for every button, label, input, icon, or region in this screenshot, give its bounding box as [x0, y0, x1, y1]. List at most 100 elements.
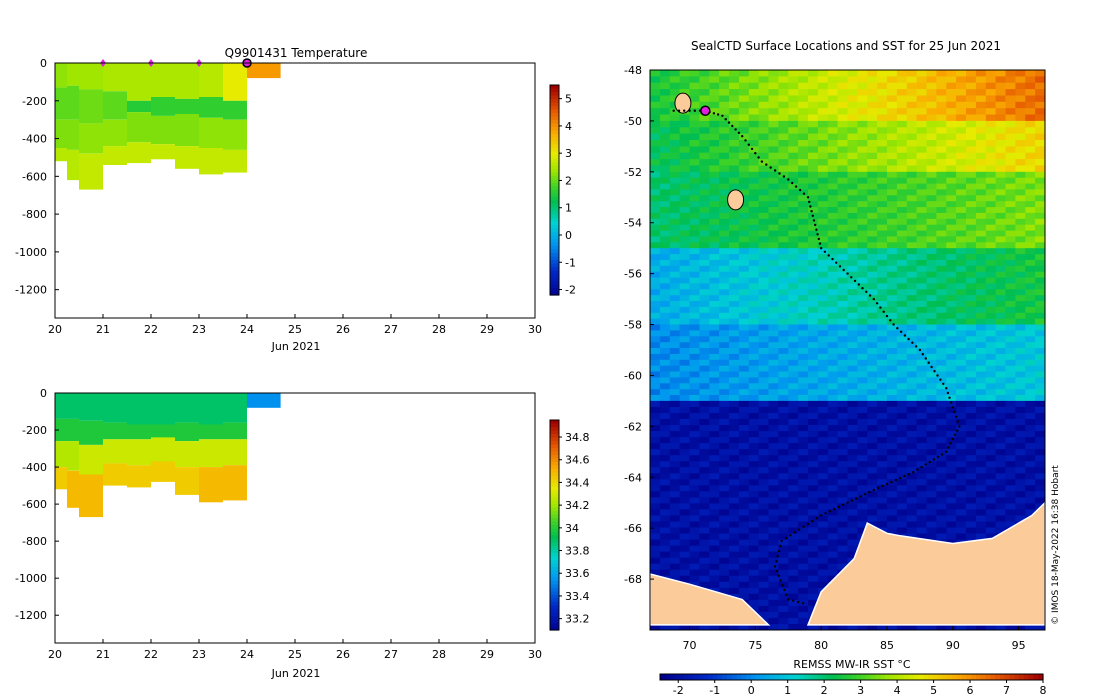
map-y-tick-label: -64 — [624, 471, 642, 484]
sst-cell — [827, 551, 839, 559]
sst-cell — [827, 371, 839, 378]
sst-cell — [975, 383, 987, 390]
sst-cell — [1005, 318, 1016, 326]
sst-cell — [867, 395, 878, 402]
sst-cell — [1035, 201, 1045, 208]
sst-cell — [709, 127, 720, 135]
sst-cell — [1025, 342, 1036, 349]
sst-cell — [738, 348, 750, 355]
sst-cell — [1005, 312, 1016, 320]
sst-cell — [659, 277, 671, 285]
sst-cell — [650, 467, 661, 474]
sst-cell — [748, 377, 760, 384]
sst-cell — [906, 527, 918, 535]
sst-cell — [788, 400, 799, 408]
sst-cell — [817, 277, 829, 285]
sst-cell — [679, 563, 691, 571]
sst-cell — [679, 140, 691, 147]
sst-cell — [1025, 413, 1036, 420]
track-point — [777, 549, 781, 553]
sst-cell — [679, 551, 691, 559]
sst-cell — [985, 177, 997, 185]
sst-cell — [689, 479, 700, 486]
track-point — [784, 536, 788, 540]
sst-cell — [738, 545, 750, 553]
sst-cell — [659, 224, 671, 232]
sst-cell — [659, 467, 671, 474]
sst-cell — [808, 491, 819, 498]
sst-cell — [1015, 342, 1026, 349]
map-axes-frame — [649, 69, 1046, 631]
sst-cell — [689, 461, 700, 468]
sst-cell — [699, 533, 710, 541]
sst-cell — [768, 324, 779, 331]
sst-cell — [975, 503, 987, 510]
sst-cell — [758, 563, 770, 571]
sst-cell — [887, 177, 898, 185]
sst-cell — [857, 371, 868, 378]
sst-cell — [975, 140, 987, 147]
sst-cell — [798, 563, 809, 571]
sst-cell — [689, 183, 700, 191]
sst-cell — [1015, 353, 1026, 361]
sst-cell — [679, 159, 691, 167]
sst-cell — [1025, 82, 1036, 90]
sst-cell — [877, 509, 888, 516]
sst-cell — [877, 265, 888, 273]
salinity-cell — [79, 444, 103, 475]
sst-cell — [808, 254, 819, 261]
sst-cell — [699, 283, 710, 290]
sst-cell — [709, 545, 720, 553]
salinity-y-tick-label: -400 — [22, 461, 47, 474]
sst-cell — [689, 89, 700, 97]
sst-cell — [778, 127, 789, 135]
sst-cell — [906, 301, 918, 308]
track-point — [727, 121, 731, 124]
sst-cell — [817, 127, 829, 135]
sst-cell — [985, 201, 997, 208]
temperature-title: Q9901431 Temperature — [225, 46, 368, 60]
track-point — [949, 442, 952, 445]
sst-cell — [995, 342, 1007, 349]
temperature-cell — [55, 87, 67, 120]
sst-cell — [847, 70, 858, 77]
sst-cell — [837, 189, 849, 196]
sst-cell — [857, 259, 868, 267]
track-point — [808, 200, 811, 204]
sst-cell — [798, 431, 809, 438]
sst-cell — [669, 527, 681, 535]
sst-cell — [847, 248, 858, 255]
sst-cell — [709, 312, 720, 320]
sst-cell — [738, 342, 750, 349]
sst-cell — [650, 551, 661, 559]
track-point — [820, 247, 823, 250]
sst-cell — [975, 283, 987, 290]
track-point — [775, 569, 779, 573]
sst-cell — [887, 509, 898, 516]
sst-cell — [758, 289, 770, 296]
sst-cell — [956, 431, 967, 438]
sst-cell — [867, 201, 878, 208]
sst-cell — [689, 324, 700, 331]
sst-cell — [788, 259, 799, 267]
sst-cell — [1025, 207, 1036, 214]
sst-cell — [985, 95, 997, 103]
sst-cell — [1015, 437, 1026, 444]
sst-cell — [975, 201, 987, 208]
sst-cell — [788, 207, 799, 214]
sst-cell — [1035, 431, 1045, 438]
sst-cell — [1035, 218, 1045, 226]
sst-cell — [788, 521, 799, 529]
sst-cell — [679, 277, 691, 285]
sst-cell — [788, 312, 799, 320]
track-point — [823, 250, 827, 253]
sst-cell — [857, 120, 868, 128]
sst-cell — [877, 212, 888, 220]
sst-cell — [837, 277, 849, 285]
sst-cell — [867, 114, 878, 122]
map-colorbar-tick: -1 — [709, 684, 720, 697]
sst-cell — [877, 159, 888, 167]
sst-cell — [956, 207, 967, 214]
sst-cell — [877, 389, 888, 396]
sst-cell — [719, 318, 730, 326]
